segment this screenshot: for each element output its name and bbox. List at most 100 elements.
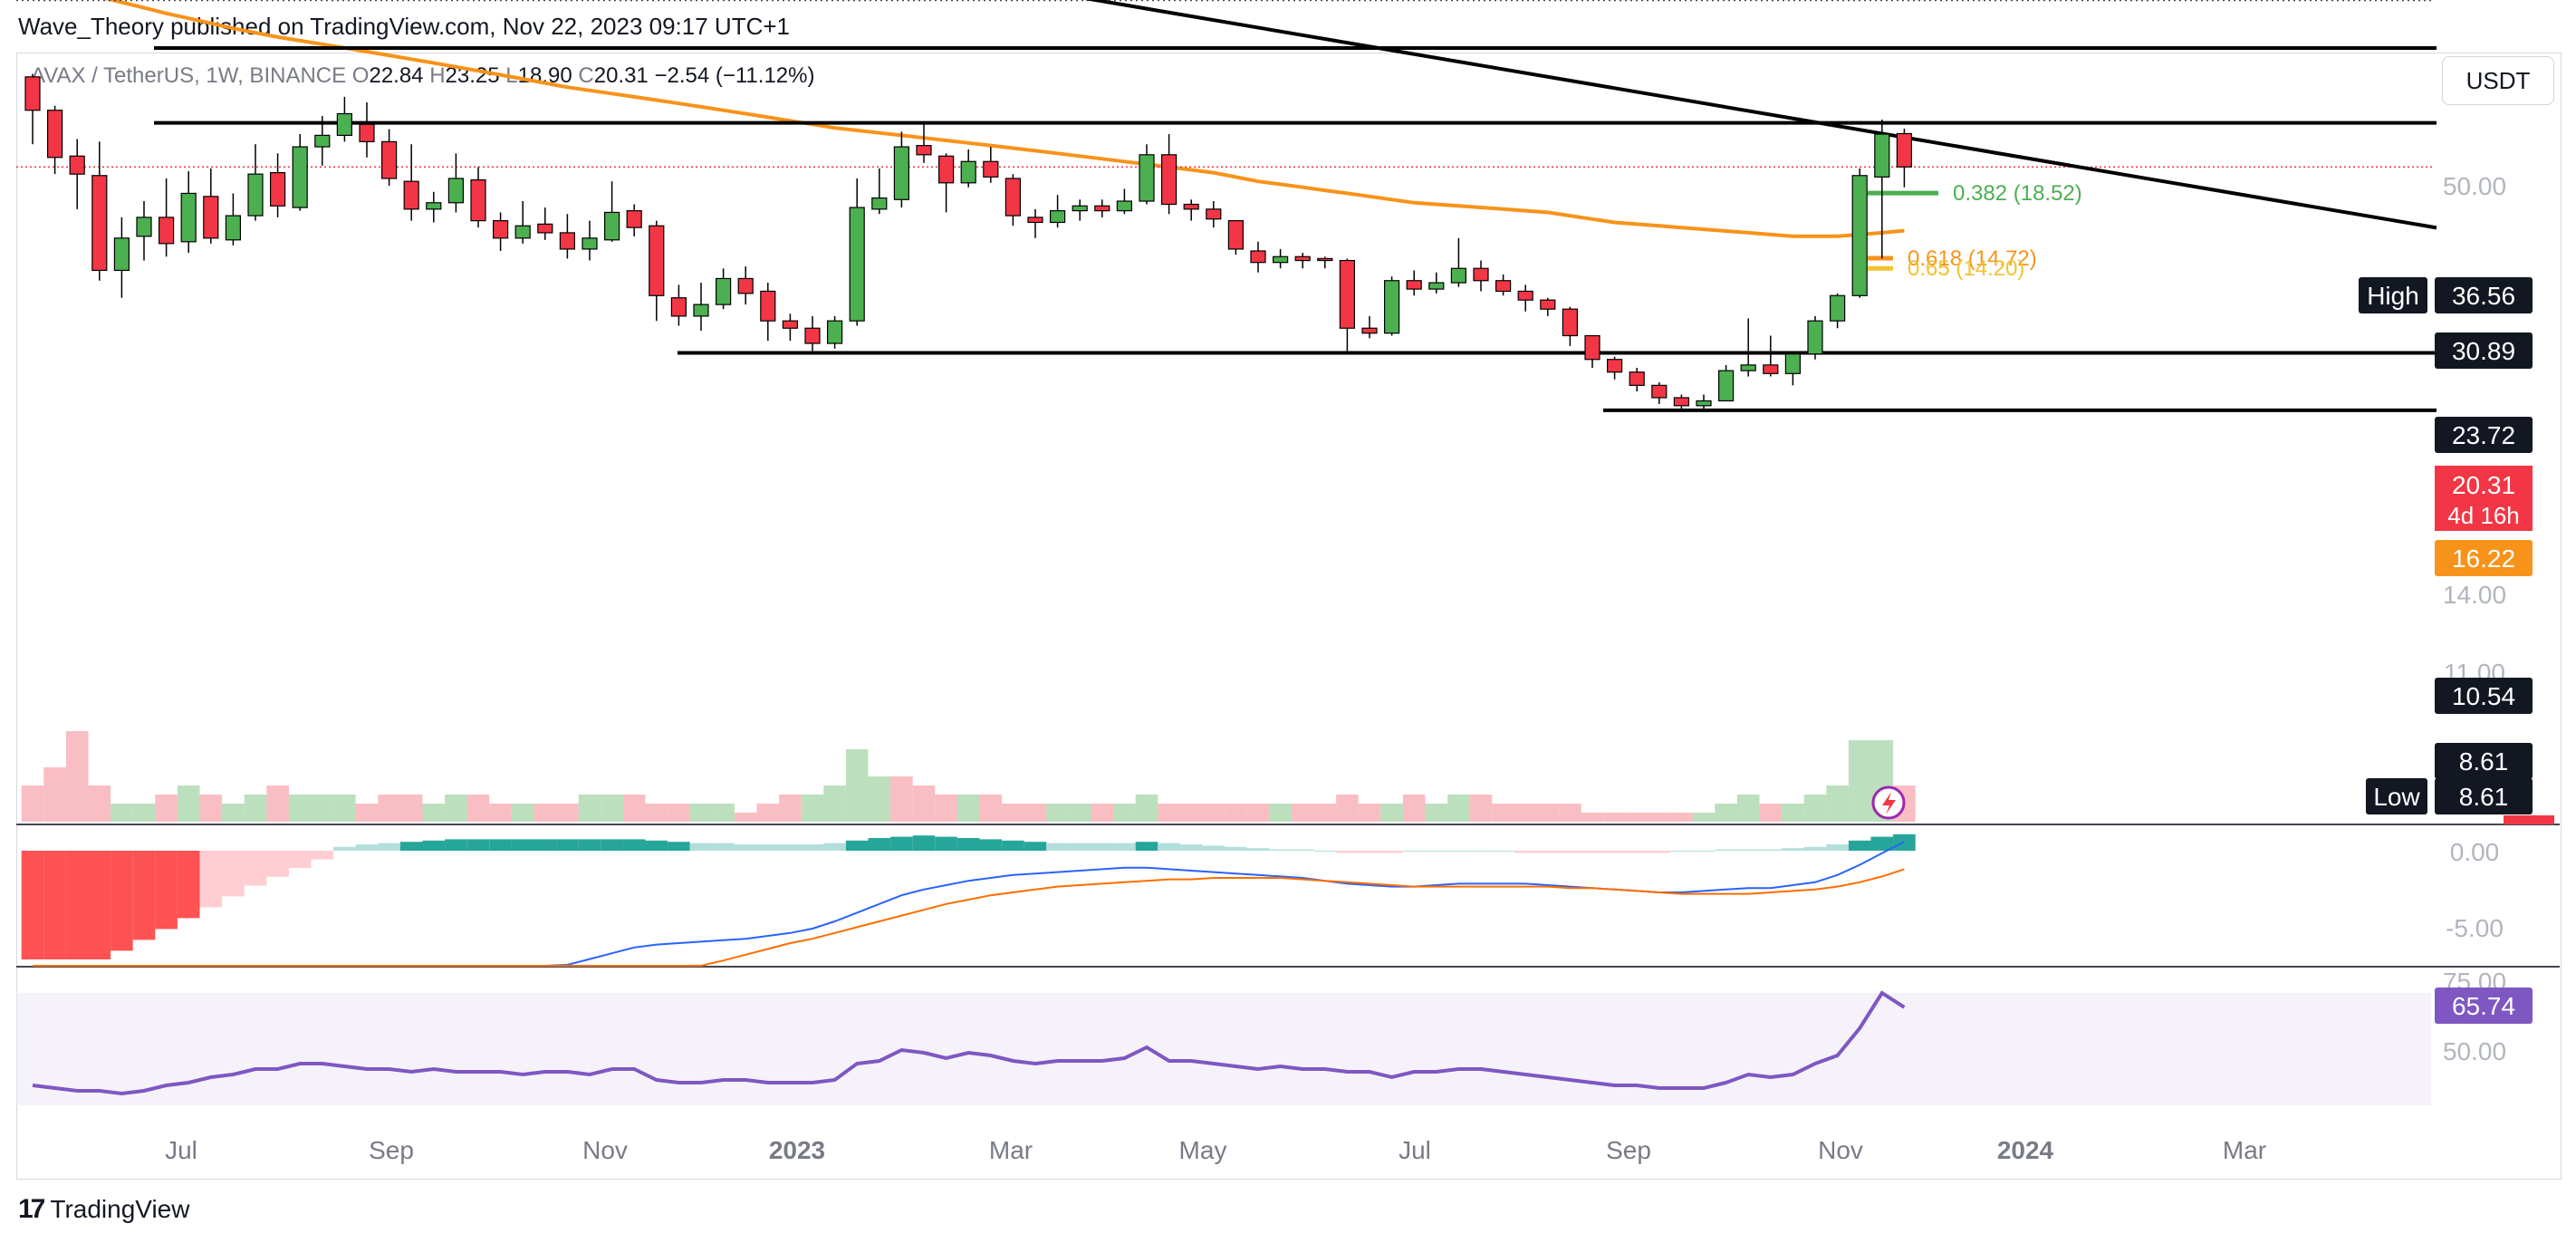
macd-histogram-bar: [399, 842, 423, 851]
candle-body: [1049, 210, 1066, 224]
candle-body: [937, 155, 955, 184]
candle-body: [626, 210, 642, 228]
candle-body: [715, 277, 732, 305]
currency-button[interactable]: USDT: [2442, 56, 2554, 105]
candle-body: [1183, 203, 1199, 210]
last-price-tag-bg: [2435, 466, 2533, 531]
candle-body: [514, 225, 531, 239]
candle-body: [1027, 217, 1043, 224]
publication-note: Wave_Theory published on TradingView.com…: [18, 13, 790, 40]
volume-bar: [1091, 804, 1114, 822]
candle-body: [1829, 294, 1846, 322]
volume-bar: [111, 804, 133, 822]
volume-bar: [1113, 804, 1136, 822]
macd-histogram-bar: [1514, 851, 1537, 853]
macd-histogram-bar: [1559, 851, 1581, 853]
macd-histogram-bar: [756, 844, 780, 851]
macd-histogram-bar: [845, 840, 869, 851]
macd-histogram-bar: [199, 851, 223, 908]
volume-bar: [1536, 804, 1560, 822]
candle-body: [1740, 364, 1756, 371]
macd-histogram-bar: [422, 840, 446, 851]
candle-body: [1606, 359, 1623, 373]
candle-body: [24, 76, 41, 111]
candle-body: [1896, 132, 1912, 168]
macd-tick-label: 0.00: [2450, 838, 2500, 866]
candle-body: [1540, 299, 1556, 310]
low-tag-bg: [2435, 778, 2533, 814]
volume-bar: [199, 795, 223, 822]
macd-histogram-bar: [1782, 848, 1804, 851]
candle-body: [1250, 250, 1266, 264]
candle-body: [1206, 208, 1222, 220]
signal-line: [33, 868, 1905, 967]
volume-bar: [712, 804, 735, 822]
macd-tick-label: -5.00: [2446, 914, 2504, 942]
support-tag-bg: [2435, 743, 2533, 779]
candle-body: [1072, 205, 1088, 212]
candle-body: [782, 320, 799, 329]
volume-bar: [1402, 795, 1426, 822]
volume-bar: [1002, 804, 1024, 822]
volume-bar: [1692, 813, 1716, 822]
candle-body: [470, 178, 486, 222]
volume-bar: [1603, 813, 1626, 822]
volume-bar: [1803, 795, 1827, 822]
high-word-tag: High: [2367, 282, 2419, 310]
candle-body: [760, 290, 776, 322]
macd-histogram-bar: [868, 838, 891, 851]
candle-body: [670, 297, 687, 317]
volume-bar: [1135, 795, 1158, 822]
macd-histogram-bar: [1402, 851, 1426, 852]
volume-bar: [689, 804, 713, 822]
candle-body: [1139, 154, 1155, 202]
volume-bar: [1715, 804, 1737, 822]
candle-body: [871, 197, 888, 210]
macd-histogram-bar: [533, 839, 557, 851]
volume-bar: [1559, 804, 1581, 822]
volume-bar: [155, 795, 178, 822]
candle-body: [1361, 327, 1378, 334]
macd-histogram-bar: [132, 851, 156, 940]
ema-line: [104, 0, 1905, 238]
macd-histogram-bar: [601, 839, 623, 851]
volume-bar: [1648, 813, 1671, 822]
candle-body: [1784, 353, 1802, 374]
volume-bar: [21, 785, 44, 822]
candle-body: [91, 175, 108, 272]
macd-histogram-bar: [1803, 846, 1827, 851]
candle-body: [804, 327, 821, 344]
candle-body: [1651, 384, 1668, 399]
tradingview-footer[interactable]: 17 TradingView: [18, 1194, 189, 1225]
macd-histogram-bar: [1425, 851, 1448, 852]
macd-histogram-bar: [1603, 851, 1626, 853]
resistance-tag-bg: [2435, 332, 2533, 369]
macd-histogram-bar: [712, 843, 735, 851]
macd-histogram-bar: [801, 844, 824, 851]
macd-histogram-bar: [1068, 843, 1091, 851]
macd-histogram-bar: [890, 836, 913, 851]
volume-bar: [1336, 795, 1359, 822]
volume-bar: [935, 795, 957, 822]
candle-body: [826, 320, 843, 344]
support-tag: 8.61: [2459, 747, 2509, 776]
candle-body: [559, 232, 576, 250]
rsi-line: [32, 990, 1906, 1096]
volume-bar: [1358, 804, 1381, 822]
volume-bar: [399, 795, 423, 822]
volume-bar: [1202, 804, 1226, 822]
macd-histogram-bar: [1492, 851, 1514, 852]
symbol-label[interactable]: AVAX / TetherUS, 1W, BINANCE: [31, 63, 347, 88]
macd-histogram-bar: [288, 851, 312, 869]
volume-bar: [979, 795, 1003, 822]
candle-body: [1562, 308, 1579, 337]
rsi-tick-label: 50.00: [2443, 1037, 2506, 1065]
footer-brand: TradingView: [50, 1195, 190, 1223]
volume-bar: [734, 813, 757, 822]
countdown-tag: 4d 16h: [2447, 502, 2520, 529]
candle-body: [649, 225, 665, 296]
candle-body: [225, 215, 241, 241]
volume-bar: [1024, 804, 1047, 822]
fib-label: 0.382 (18.52): [1953, 181, 2082, 206]
